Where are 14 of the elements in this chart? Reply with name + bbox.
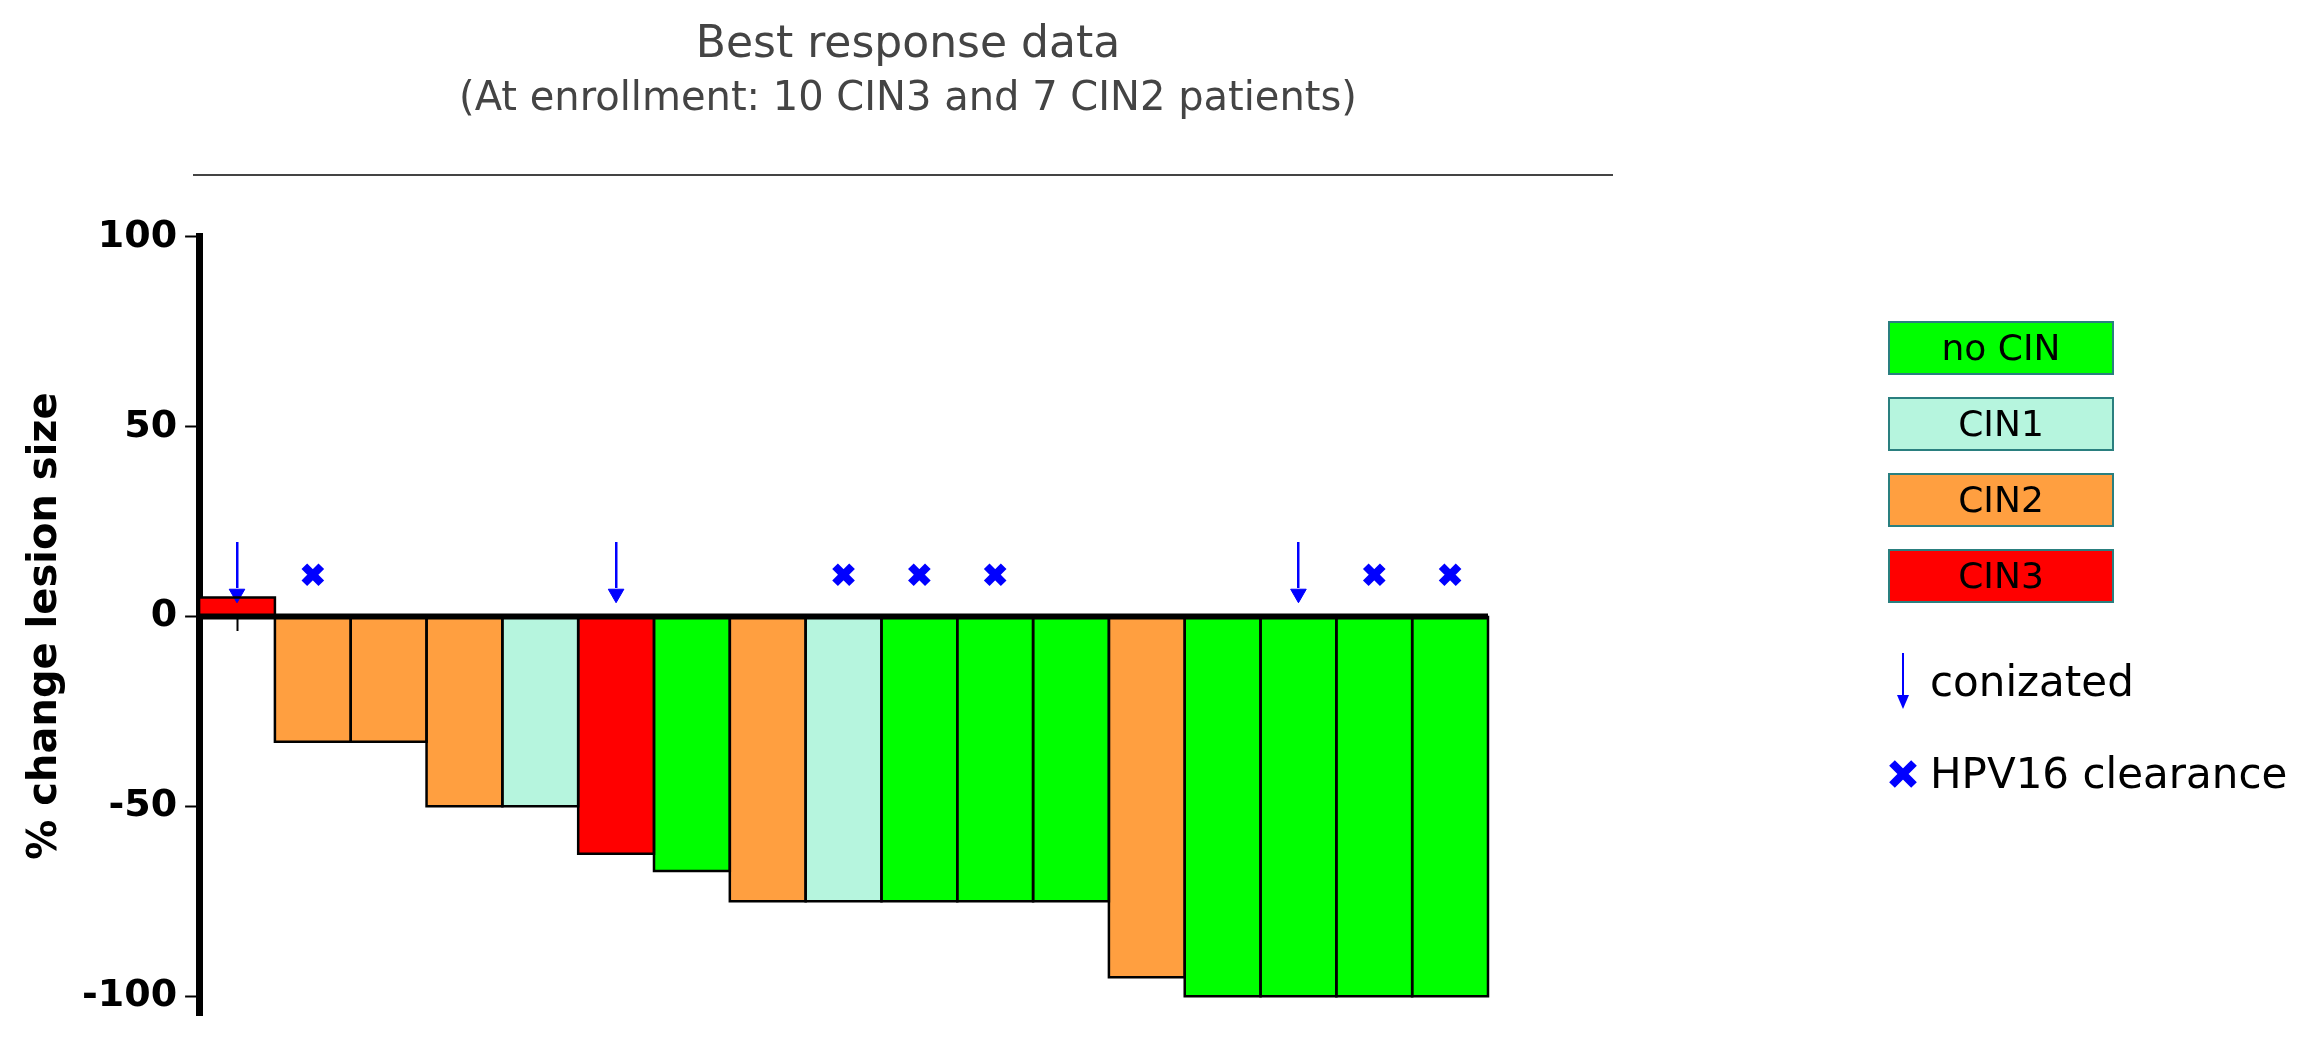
text: no CIN <box>1888 321 2114 375</box>
y-tick-label: -50 <box>108 781 178 826</box>
legend-label: conizated <box>1930 656 2134 706</box>
text: CIN1 <box>1888 397 2114 451</box>
text: CIN2 <box>1888 473 2114 527</box>
text: CIN3 <box>1888 549 2114 603</box>
y-tick-label: 0 <box>150 591 178 636</box>
chart-subtitle: (At enrollment: 10 CIN3 and 7 CIN2 patients) <box>458 73 1358 119</box>
legend-label: HPV16 clearance <box>1930 749 2288 798</box>
y-axis-title: % change lesion size <box>19 392 66 860</box>
y-tick-label: -100 <box>82 971 178 1016</box>
chart-title: Best response data <box>694 16 1122 67</box>
y-tick-label: 100 <box>97 211 178 256</box>
y-tick-label: 50 <box>124 401 178 446</box>
